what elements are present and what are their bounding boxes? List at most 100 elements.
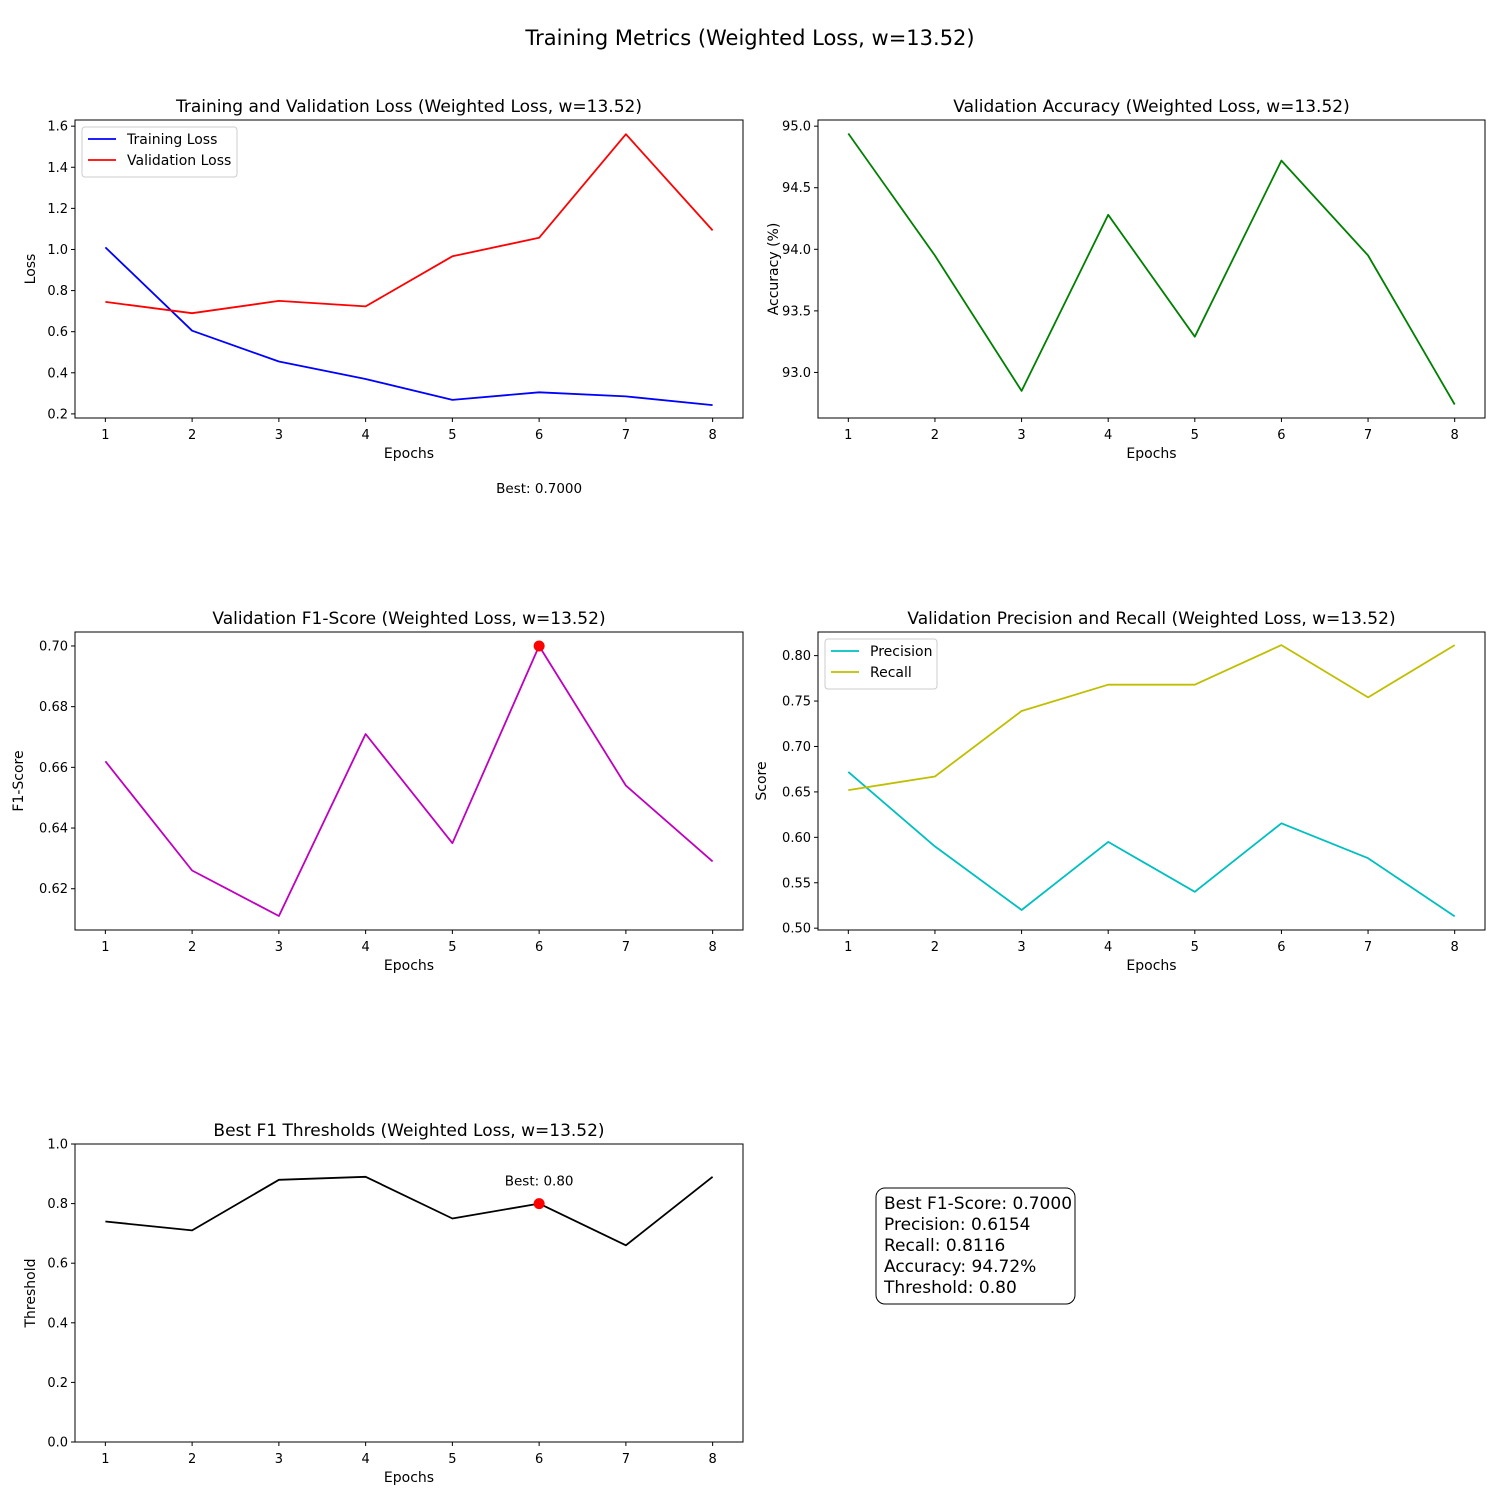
legend-label: Training Loss [126, 132, 217, 148]
x-tick-label: 2 [188, 940, 196, 955]
x-tick-label: 3 [275, 428, 283, 443]
x-tick-label: 4 [361, 1452, 369, 1467]
x-tick-label: 1 [844, 940, 852, 955]
x-tick-label: 3 [275, 1452, 283, 1467]
accuracy-chart: Validation Accuracy (Weighted Loss, w=13… [766, 97, 1486, 462]
x-tick-label: 5 [1191, 940, 1199, 955]
series-line [104, 645, 714, 917]
x-tick-label: 6 [535, 428, 543, 443]
x-tick-label: 2 [188, 428, 196, 443]
y-tick-label: 0.4 [47, 366, 68, 381]
x-tick-label: 2 [188, 1452, 196, 1467]
x-tick-label: 6 [535, 1452, 543, 1467]
y-tick-label: 0.55 [782, 876, 811, 891]
y-tick-label: 94.5 [782, 181, 811, 196]
best-point-marker [533, 1198, 545, 1210]
y-tick-label: 0.6 [47, 325, 68, 340]
x-tick-label: 5 [448, 1452, 456, 1467]
y-tick-label: 0.0 [47, 1436, 68, 1451]
series-line [104, 246, 713, 406]
x-axis-label: Epochs [1126, 958, 1176, 974]
x-tick-label: 5 [1191, 428, 1199, 443]
y-tick-label: 0.50 [782, 922, 811, 937]
legend: Training Loss Validation Loss [81, 126, 238, 178]
series-line [105, 133, 714, 315]
series-line [847, 771, 1456, 918]
x-tick-label: 7 [1364, 428, 1372, 443]
x-tick-label: 5 [448, 428, 456, 443]
y-axis-label: Threshold [23, 1259, 39, 1329]
chart-title: Best F1 Thresholds (Weighted Loss, w=13.… [213, 1121, 604, 1141]
y-axis-label: F1-Score [11, 750, 27, 811]
x-tick-label: 8 [708, 1452, 716, 1467]
y-tick-label: 0.66 [39, 761, 68, 776]
x-axis-label: Epochs [384, 446, 434, 462]
series-line [105, 1175, 714, 1247]
y-tick-label: 1.4 [47, 161, 68, 176]
chart-title: Validation Precision and Recall (Weighte… [907, 609, 1395, 629]
x-axis-label: Epochs [384, 958, 434, 974]
loss-chart: Training and Validation Loss (Weighted L… [23, 97, 744, 497]
chart-title: Validation Accuracy (Weighted Loss, w=13… [953, 97, 1349, 117]
series-line [847, 132, 1456, 405]
y-tick-label: 0.70 [39, 639, 68, 654]
x-tick-label: 1 [101, 1452, 109, 1467]
legend-label: Recall [870, 665, 912, 681]
precision-recall-chart: Validation Precision and Recall (Weighte… [754, 609, 1486, 974]
axes-frame [74, 631, 744, 931]
legend-frame [81, 126, 238, 178]
thresholds-chart: Best F1 Thresholds (Weighted Loss, w=13.… [23, 1121, 744, 1486]
f1-chart: Validation F1-Score (Weighted Loss, w=13… [11, 609, 744, 974]
y-tick-label: 0.8 [47, 1197, 68, 1212]
y-tick-label: 94.0 [782, 243, 811, 258]
x-tick-label: 2 [931, 940, 939, 955]
stats-line: Recall: 0.8116 [884, 1236, 1005, 1256]
chart-title: Validation F1-Score (Weighted Loss, w=13… [212, 609, 605, 629]
y-tick-label: 0.64 [39, 822, 68, 837]
chart-title: Training and Validation Loss (Weighted L… [175, 97, 642, 117]
best-point-marker [533, 640, 545, 652]
figure-title: Training Metrics (Weighted Loss, w=13.52… [524, 26, 974, 50]
stats-box-frame [875, 1187, 1076, 1305]
x-tick-label: 3 [275, 940, 283, 955]
x-tick-label: 7 [1364, 940, 1372, 955]
stats-line: Accuracy: 94.72% [884, 1257, 1036, 1277]
stats-box: Best F1-Score: 0.7000 Precision: 0.6154 … [875, 1187, 1076, 1305]
axes-frame [74, 1143, 744, 1443]
y-tick-label: 0.4 [47, 1316, 68, 1331]
axes-frame [74, 119, 744, 419]
annotation-label: Best: 0.80 [505, 1174, 574, 1190]
x-tick-label: 8 [1451, 940, 1459, 955]
y-tick-label: 93.0 [782, 366, 811, 381]
y-tick-label: 0.80 [782, 649, 811, 664]
y-axis-label: Accuracy (%) [766, 223, 782, 316]
x-tick-label: 7 [622, 1452, 630, 1467]
axes-frame [817, 631, 1486, 931]
y-tick-label: 0.62 [39, 882, 68, 897]
y-tick-label: 1.0 [47, 1138, 68, 1153]
legend-label: Validation Loss [127, 153, 231, 169]
x-tick-label: 5 [448, 940, 456, 955]
x-tick-label: 4 [1104, 940, 1112, 955]
x-axis-label: Epochs [384, 1470, 434, 1486]
x-axis-label: Epochs [1126, 446, 1176, 462]
y-tick-label: 1.0 [47, 243, 68, 258]
x-tick-label: 7 [622, 428, 630, 443]
series-line [848, 644, 1456, 791]
annotation-label: Best: 0.7000 [496, 481, 582, 497]
y-tick-label: 0.2 [47, 1376, 68, 1391]
legend: Precision Recall [824, 638, 938, 690]
x-tick-label: 8 [708, 940, 716, 955]
stats-line: Precision: 0.6154 [884, 1215, 1030, 1235]
x-tick-label: 3 [1017, 940, 1025, 955]
y-tick-label: 0.8 [47, 284, 68, 299]
x-tick-label: 6 [1277, 940, 1285, 955]
x-tick-label: 4 [1104, 428, 1112, 443]
x-tick-label: 1 [844, 428, 852, 443]
x-tick-label: 8 [1451, 428, 1459, 443]
y-tick-label: 0.75 [782, 695, 811, 710]
y-tick-label: 93.5 [782, 304, 811, 319]
stats-line: Threshold: 0.80 [883, 1278, 1017, 1298]
x-tick-label: 8 [708, 428, 716, 443]
x-tick-label: 2 [931, 428, 939, 443]
